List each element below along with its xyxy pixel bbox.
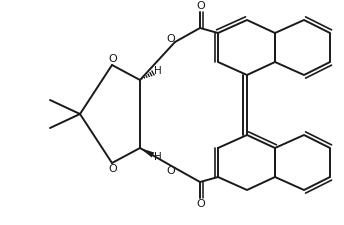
Text: H: H: [154, 152, 162, 162]
Polygon shape: [140, 148, 154, 158]
Text: O: O: [197, 199, 205, 209]
Text: H: H: [154, 66, 162, 76]
Text: O: O: [109, 54, 117, 64]
Text: O: O: [109, 164, 117, 174]
Text: O: O: [166, 34, 175, 44]
Text: O: O: [166, 166, 175, 176]
Text: O: O: [197, 1, 205, 11]
